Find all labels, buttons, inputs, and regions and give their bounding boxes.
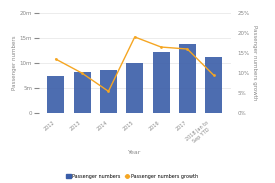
Y-axis label: Passenger numbers growth: Passenger numbers growth bbox=[252, 25, 257, 101]
Bar bbox=[126, 63, 143, 113]
Y-axis label: Passenger numbers: Passenger numbers bbox=[12, 36, 17, 90]
Bar bbox=[205, 57, 222, 113]
Legend: Passenger numbers, Passenger numbers growth: Passenger numbers, Passenger numbers gro… bbox=[64, 172, 200, 181]
Bar bbox=[179, 44, 196, 113]
Bar bbox=[74, 72, 91, 113]
Bar bbox=[153, 52, 170, 113]
X-axis label: Year: Year bbox=[128, 150, 141, 155]
Bar bbox=[47, 76, 64, 113]
Bar bbox=[100, 70, 117, 113]
